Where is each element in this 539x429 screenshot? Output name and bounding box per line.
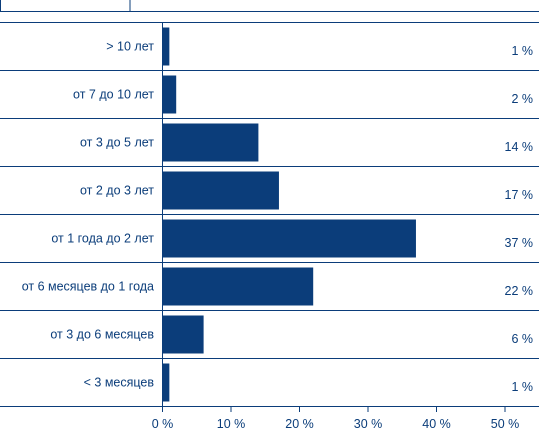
bar-7 (162, 315, 204, 354)
bar-6 (162, 267, 314, 306)
category-label-5: от 1 года до 2 лет (51, 232, 154, 246)
value-label-2: 2 % (511, 92, 533, 106)
bar-2 (162, 75, 177, 114)
category-label-2: от 7 до 10 лет (73, 88, 154, 102)
value-label-3: 14 % (505, 140, 534, 154)
category-label-6: от 6 месяцев до 1 года (22, 280, 154, 294)
bars-group (162, 27, 416, 402)
x-tick-label-20: 20 % (285, 417, 314, 429)
category-label-8: < 3 месяцев (84, 376, 155, 390)
bar-3 (162, 123, 259, 162)
category-label-1: > 10 лет (106, 40, 154, 54)
chart-frame (0, 0, 539, 407)
bar-5 (162, 219, 416, 258)
x-axis: 0 % 10 % 20 % 30 % 40 % 50 % (152, 22, 520, 429)
value-labels: 1 % 2 % 14 % 17 % 37 % 22 % 6 % 1 % (505, 44, 534, 394)
x-tick-label-0: 0 % (152, 417, 174, 429)
category-label-7: от 3 до 6 месяцев (50, 328, 154, 342)
x-tick-label-10: 10 % (217, 417, 246, 429)
value-label-8: 1 % (511, 380, 533, 394)
x-tick-label-30: 30 % (354, 417, 383, 429)
x-tick-label-40: 40 % (422, 417, 451, 429)
bar-4 (162, 171, 279, 210)
value-label-4: 17 % (505, 188, 534, 202)
value-label-7: 6 % (511, 332, 533, 346)
category-labels: > 10 лет от 7 до 10 лет от 3 до 5 лет от 2 … (22, 40, 155, 390)
value-label-5: 37 % (505, 236, 534, 250)
x-tick-label-50: 50 % (491, 417, 520, 429)
value-label-1: 1 % (511, 44, 533, 58)
category-label-4: от 2 до 3 лет (80, 184, 154, 198)
bar-1 (162, 27, 170, 66)
value-label-6: 22 % (505, 284, 534, 298)
category-label-3: от 3 до 5 лет (80, 136, 154, 150)
bar-8 (162, 363, 170, 402)
